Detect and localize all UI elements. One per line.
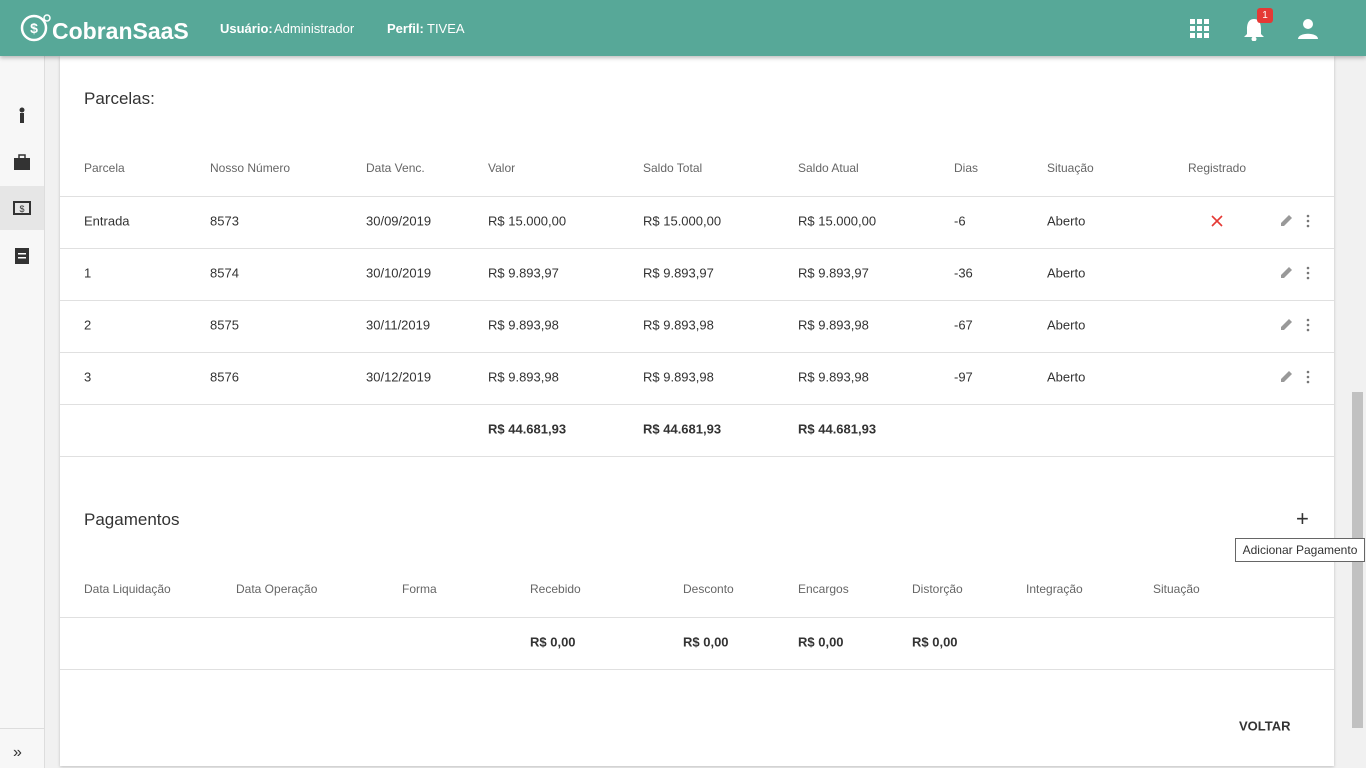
row-actions[interactable] [1280, 266, 1320, 280]
table-cell: R$ 9.893,97 [488, 265, 559, 281]
column-header: Nosso Número [210, 161, 291, 175]
notification-badge: 1 [1257, 8, 1273, 23]
column-header: Dias [954, 161, 979, 175]
column-header: Desconto [683, 582, 734, 596]
nav-briefcase[interactable] [13, 154, 31, 172]
table-cell: Aberto [1047, 317, 1086, 333]
total-cell: R$ 44.681,93 [798, 421, 877, 437]
table-cell: 8576 [210, 369, 239, 385]
row-divider [60, 669, 1334, 670]
column-header: Encargos [798, 582, 849, 596]
row-divider [60, 248, 1334, 249]
table-cell: Aberto [1047, 369, 1086, 385]
table-cell: 8573 [210, 213, 239, 229]
section-title: Pagamentos [84, 510, 180, 529]
apps-button[interactable] [1190, 19, 1210, 39]
top-bar: $ CobranSaaS Usuário: Administrador Perf… [0, 0, 1366, 56]
table-cell: R$ 9.893,98 [488, 369, 559, 385]
column-header: Parcela [84, 161, 125, 175]
expand-button[interactable]: » [13, 744, 22, 761]
row-divider [60, 352, 1334, 353]
table-cell: R$ 15.000,00 [643, 213, 722, 229]
table-cell: R$ 9.893,98 [643, 317, 714, 333]
table-cell: 2 [84, 317, 92, 333]
column-header: Distorção [912, 582, 963, 596]
table-cell: R$ 9.893,97 [798, 265, 869, 281]
row-actions[interactable] [1280, 370, 1320, 384]
sidebar: $ » [0, 56, 45, 768]
table-cell: 30/12/2019 [366, 369, 432, 385]
column-header: Forma [402, 582, 437, 596]
row-divider [60, 196, 1334, 197]
column-header: Integração [1026, 582, 1083, 596]
section-title: Parcelas: [84, 89, 155, 108]
table-cell: R$ 9.893,97 [643, 265, 714, 281]
table-cell: -36 [954, 265, 973, 281]
scrollbar [1350, 56, 1366, 768]
table-cell: -97 [954, 369, 973, 385]
tooltip: Adicionar Pagamento [1235, 538, 1365, 562]
column-header: Data Liquidação [84, 582, 171, 596]
total-cell: R$ 0,00 [683, 634, 729, 650]
column-header: Saldo Atual [798, 161, 859, 175]
table-cell: 30/11/2019 [366, 317, 431, 333]
user-label: Usuário: [220, 21, 273, 36]
not-registered-icon [1211, 215, 1223, 227]
table-cell: Aberto [1047, 213, 1086, 229]
card [60, 56, 1334, 766]
user: Administrador [274, 21, 355, 36]
table-cell: Aberto [1047, 265, 1086, 281]
table-cell: R$ 15.000,00 [798, 213, 877, 229]
table-cell: 8574 [210, 265, 239, 281]
column-header: Data Venc. [366, 161, 425, 175]
account-button[interactable] [1297, 18, 1319, 40]
logo-text: CobranSaaS [52, 18, 189, 44]
row-divider [60, 404, 1334, 405]
total-cell: R$ 0,00 [798, 634, 844, 650]
notifications-button[interactable] [1243, 17, 1265, 41]
total-cell: R$ 44.681,93 [488, 421, 567, 437]
profile: TIVEA [427, 21, 465, 36]
column-header: Saldo Total [643, 161, 703, 175]
table-cell: 1 [84, 265, 92, 281]
column-header: Situação [1153, 582, 1200, 596]
column-header: Recebido [530, 582, 581, 596]
table-cell: 30/10/2019 [366, 265, 432, 281]
table-cell: -6 [954, 213, 966, 229]
table-cell: 8575 [210, 317, 239, 333]
column-header: Registrado [1188, 161, 1247, 175]
table-cell: R$ 9.893,98 [643, 369, 714, 385]
table-cell: R$ 15.000,00 [488, 213, 567, 229]
table-cell: -67 [954, 317, 973, 333]
table-cell: R$ 9.893,98 [488, 317, 559, 333]
total-cell: R$ 0,00 [912, 634, 958, 650]
divider [0, 728, 44, 729]
profile-label: Perfil: [387, 21, 424, 36]
svg-text:$: $ [19, 204, 24, 214]
table-cell: 30/09/2019 [366, 213, 432, 229]
total-cell: R$ 44.681,93 [643, 421, 722, 437]
row-actions[interactable] [1280, 214, 1320, 228]
row-actions[interactable] [1280, 318, 1320, 332]
total-cell: R$ 0,00 [530, 634, 576, 650]
row-divider [60, 617, 1334, 618]
nav-money[interactable]: $ [13, 201, 31, 215]
row-divider [60, 300, 1334, 301]
table-cell: Entrada [84, 213, 130, 229]
column-header: Valor [488, 161, 516, 175]
column-header: Data Operação [236, 582, 318, 596]
table-cell: 3 [84, 369, 92, 385]
table-cell: R$ 9.893,98 [798, 369, 869, 385]
add-payment-button[interactable]: + [1296, 506, 1309, 531]
column-header: Situação [1047, 161, 1094, 175]
nav-clipboard[interactable] [13, 246, 31, 264]
nav-person[interactable] [14, 106, 30, 126]
back-button[interactable]: VOLTAR [1239, 718, 1291, 734]
table-cell: R$ 9.893,98 [798, 317, 869, 333]
svg-text:$: $ [30, 20, 38, 36]
logo-icon: $ [20, 14, 51, 42]
nav-active [0, 186, 44, 230]
row-divider [60, 456, 1334, 457]
